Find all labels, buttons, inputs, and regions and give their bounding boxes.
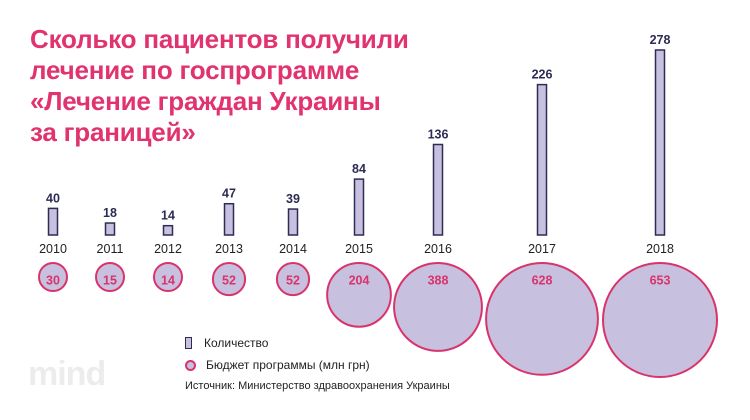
count-label: 14 xyxy=(161,209,175,223)
count-bar xyxy=(287,208,299,236)
budget-label: 52 xyxy=(286,274,300,288)
count-bar xyxy=(536,83,548,236)
year-label: 2013 xyxy=(215,242,243,256)
count-label: 18 xyxy=(103,206,117,220)
year-label: 2016 xyxy=(424,242,452,256)
budget-label: 628 xyxy=(532,274,553,288)
budget-circle xyxy=(602,262,718,378)
budget-circle xyxy=(485,262,599,376)
year-label: 2018 xyxy=(646,242,674,256)
budget-circle xyxy=(326,262,392,328)
title-line: «Лечение граждан Украины xyxy=(30,86,381,116)
year-label: 2015 xyxy=(345,242,373,256)
source-note: Источник: Министерство здравоохранения У… xyxy=(185,380,450,392)
budget-label: 14 xyxy=(161,274,175,288)
mind-logo: mind xyxy=(28,355,106,393)
year-label: 2014 xyxy=(279,242,307,256)
count-bar xyxy=(162,224,174,236)
budget-circle xyxy=(393,262,483,352)
budget-circle xyxy=(95,262,125,292)
count-label: 47 xyxy=(222,187,236,201)
year-label: 2011 xyxy=(97,242,124,256)
legend-budget: Бюджет программы (млн грн) xyxy=(185,358,370,372)
title-line: за границей» xyxy=(30,117,196,147)
count-bar xyxy=(47,207,59,236)
title-line: Сколько пациентов получили xyxy=(30,24,409,54)
budget-label: 388 xyxy=(428,274,449,288)
legend-circle-swatch xyxy=(185,359,196,371)
legend-budget-label: Бюджет программы (млн грн) xyxy=(206,358,370,372)
budget-label: 15 xyxy=(103,274,117,288)
count-label: 226 xyxy=(532,68,553,82)
budget-circle xyxy=(211,262,247,297)
count-label: 84 xyxy=(352,162,366,176)
count-bar xyxy=(432,143,444,236)
count-label: 40 xyxy=(46,191,60,205)
count-label: 39 xyxy=(286,192,300,206)
year-label: 2012 xyxy=(154,242,182,256)
count-bar xyxy=(223,202,235,236)
budget-label: 30 xyxy=(46,274,60,288)
budget-circle xyxy=(275,262,311,297)
budget-label: 653 xyxy=(650,274,671,288)
budget-circle xyxy=(153,262,183,292)
budget-circle xyxy=(38,262,68,292)
legend-count: Количество xyxy=(185,336,268,350)
count-label: 278 xyxy=(650,33,671,47)
legend-bar-swatch xyxy=(185,337,192,349)
year-label: 2010 xyxy=(39,242,67,256)
title-line: лечение по госпрограмме xyxy=(30,55,360,85)
budget-label: 52 xyxy=(222,274,236,288)
legend-count-label: Количество xyxy=(204,336,269,350)
chart-title: Сколько пациентов получили лечение по го… xyxy=(30,24,409,148)
count-bar xyxy=(654,49,666,236)
count-bar xyxy=(353,178,365,236)
budget-label: 204 xyxy=(349,274,370,288)
count-bar xyxy=(104,222,116,236)
year-label: 2017 xyxy=(528,242,556,256)
count-label: 136 xyxy=(428,127,449,141)
